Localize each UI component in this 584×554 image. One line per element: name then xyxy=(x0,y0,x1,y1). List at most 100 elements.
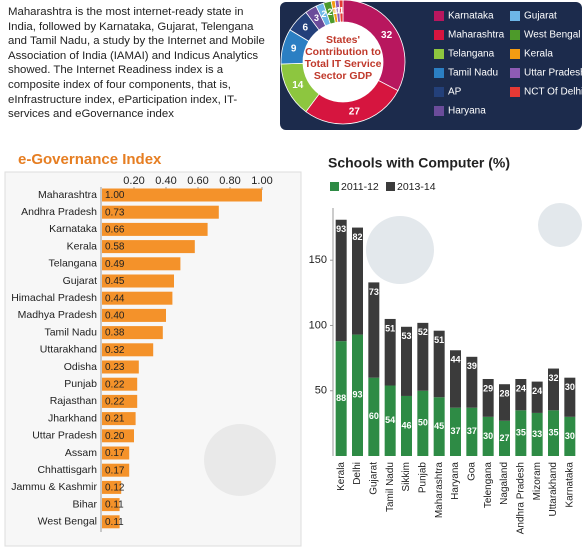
y-tick-label: 100 xyxy=(309,319,327,331)
data-label: 1.00 xyxy=(105,190,125,201)
legend-label: Kerala xyxy=(524,49,553,60)
y-tick-label: Jammu & Kashmir xyxy=(11,481,97,493)
legend-swatch xyxy=(434,30,444,40)
y-tick-label: West Bengal xyxy=(38,516,97,528)
x-tick-label: 0.60 xyxy=(187,175,208,187)
legend-label: 2013-14 xyxy=(397,181,436,193)
data-label: 1 xyxy=(336,6,341,16)
data-label: 37 xyxy=(467,426,477,436)
y-tick-label: Himachal Pradesh xyxy=(11,292,97,304)
data-label: 54 xyxy=(385,415,395,425)
x-tick-label: Nagaland xyxy=(499,462,510,505)
bar xyxy=(102,498,120,512)
data-label: 24 xyxy=(516,383,526,393)
legend-label: AP xyxy=(448,87,462,98)
data-label: 30 xyxy=(483,431,493,441)
y-tick-label: Gujarat xyxy=(63,275,98,287)
y-tick-label: Assam xyxy=(65,447,97,459)
x-tick-label: Haryana xyxy=(450,462,461,500)
y-tick-label: Punjab xyxy=(64,378,97,390)
data-label: 0.44 xyxy=(105,293,125,304)
bar-segment xyxy=(466,356,478,408)
x-tick-label: Tamil Nadu xyxy=(385,462,396,512)
bar-segment xyxy=(499,384,510,421)
data-label: 0.17 xyxy=(105,465,125,476)
donut-hole xyxy=(303,22,383,102)
bar-segment xyxy=(433,397,445,456)
x-tick-label: Gujarat xyxy=(368,462,379,495)
legend-swatch xyxy=(510,30,520,40)
data-label: 2 xyxy=(328,7,333,17)
bar-segment xyxy=(482,378,494,417)
bar-segment xyxy=(417,322,429,391)
bar-segment xyxy=(368,282,380,378)
legend-swatch xyxy=(434,106,444,116)
gear-decoration xyxy=(204,424,276,496)
legend-swatch xyxy=(434,11,444,21)
data-label: 37 xyxy=(450,426,460,436)
y-tick-label: Chhattisgarh xyxy=(37,464,97,476)
data-label: 60 xyxy=(369,411,379,421)
bar xyxy=(102,377,138,391)
intro-text: Maharashtra is the most internet-ready s… xyxy=(8,6,265,121)
data-label: 0.22 xyxy=(105,397,125,408)
legend-label: 2011-12 xyxy=(341,181,379,193)
data-label: 0.40 xyxy=(105,311,125,322)
data-label: 50 xyxy=(418,418,428,428)
bar-segment xyxy=(564,377,576,417)
legend-label: West Bengal xyxy=(524,30,581,41)
data-label: 1 xyxy=(332,6,337,16)
bar-segment xyxy=(384,318,396,386)
x-tick-label: Goa xyxy=(466,462,477,481)
x-tick-label: Sikkim xyxy=(401,462,412,491)
data-label: 88 xyxy=(336,393,346,403)
y-tick-label: Jharkhand xyxy=(48,412,97,424)
data-label: 39 xyxy=(467,361,477,371)
legend-swatch xyxy=(434,68,444,78)
x-tick-label: 0.20 xyxy=(123,175,144,187)
legend-label: Tamil Nadu xyxy=(448,68,498,79)
legend-swatch xyxy=(510,49,520,59)
bar-segment xyxy=(466,407,478,456)
x-tick-label: Andhra Pradesh xyxy=(515,462,526,534)
bar-segment xyxy=(515,378,527,411)
data-label: 52 xyxy=(418,327,428,337)
data-label: 27 xyxy=(499,433,509,443)
legend-swatch xyxy=(510,11,520,21)
x-tick-label: Karnataka xyxy=(564,462,575,508)
chart-title: Schools with Computer (%) xyxy=(328,155,510,171)
data-label: 30 xyxy=(565,382,575,392)
legend-label: Haryana xyxy=(448,106,486,117)
bar-segment xyxy=(352,334,363,456)
bar-segment xyxy=(548,368,559,411)
data-label: 0.58 xyxy=(105,242,125,253)
data-label: 0.23 xyxy=(105,362,125,373)
data-label: 6 xyxy=(302,22,308,33)
data-label: 82 xyxy=(352,232,362,242)
bar xyxy=(102,222,208,236)
data-label: 0.66 xyxy=(105,225,125,236)
legend-swatch xyxy=(434,49,444,59)
y-tick-label: Uttarakhand xyxy=(40,344,97,356)
donut-title: States' Contribution to Total IT Service… xyxy=(304,34,382,82)
x-tick-label: Telengana xyxy=(483,462,494,509)
legend-swatch xyxy=(434,87,444,97)
x-tick-label: Delhi xyxy=(352,462,363,485)
data-label: 46 xyxy=(401,420,411,430)
bar xyxy=(102,394,138,408)
gear-decoration xyxy=(538,203,582,247)
bar xyxy=(102,326,163,340)
bar xyxy=(102,188,262,202)
bar-segment xyxy=(515,410,527,456)
legend-label: Uttar Pradesh xyxy=(524,68,584,79)
x-tick-label: Mizoram xyxy=(532,462,543,500)
bar-segment xyxy=(384,385,396,456)
bar xyxy=(102,360,139,374)
data-label: 0.32 xyxy=(105,345,125,356)
bar-segment xyxy=(450,407,461,456)
y-tick-label: Madhya Pradesh xyxy=(18,309,98,321)
bar-segment xyxy=(531,412,543,456)
bar-segment xyxy=(401,395,412,456)
